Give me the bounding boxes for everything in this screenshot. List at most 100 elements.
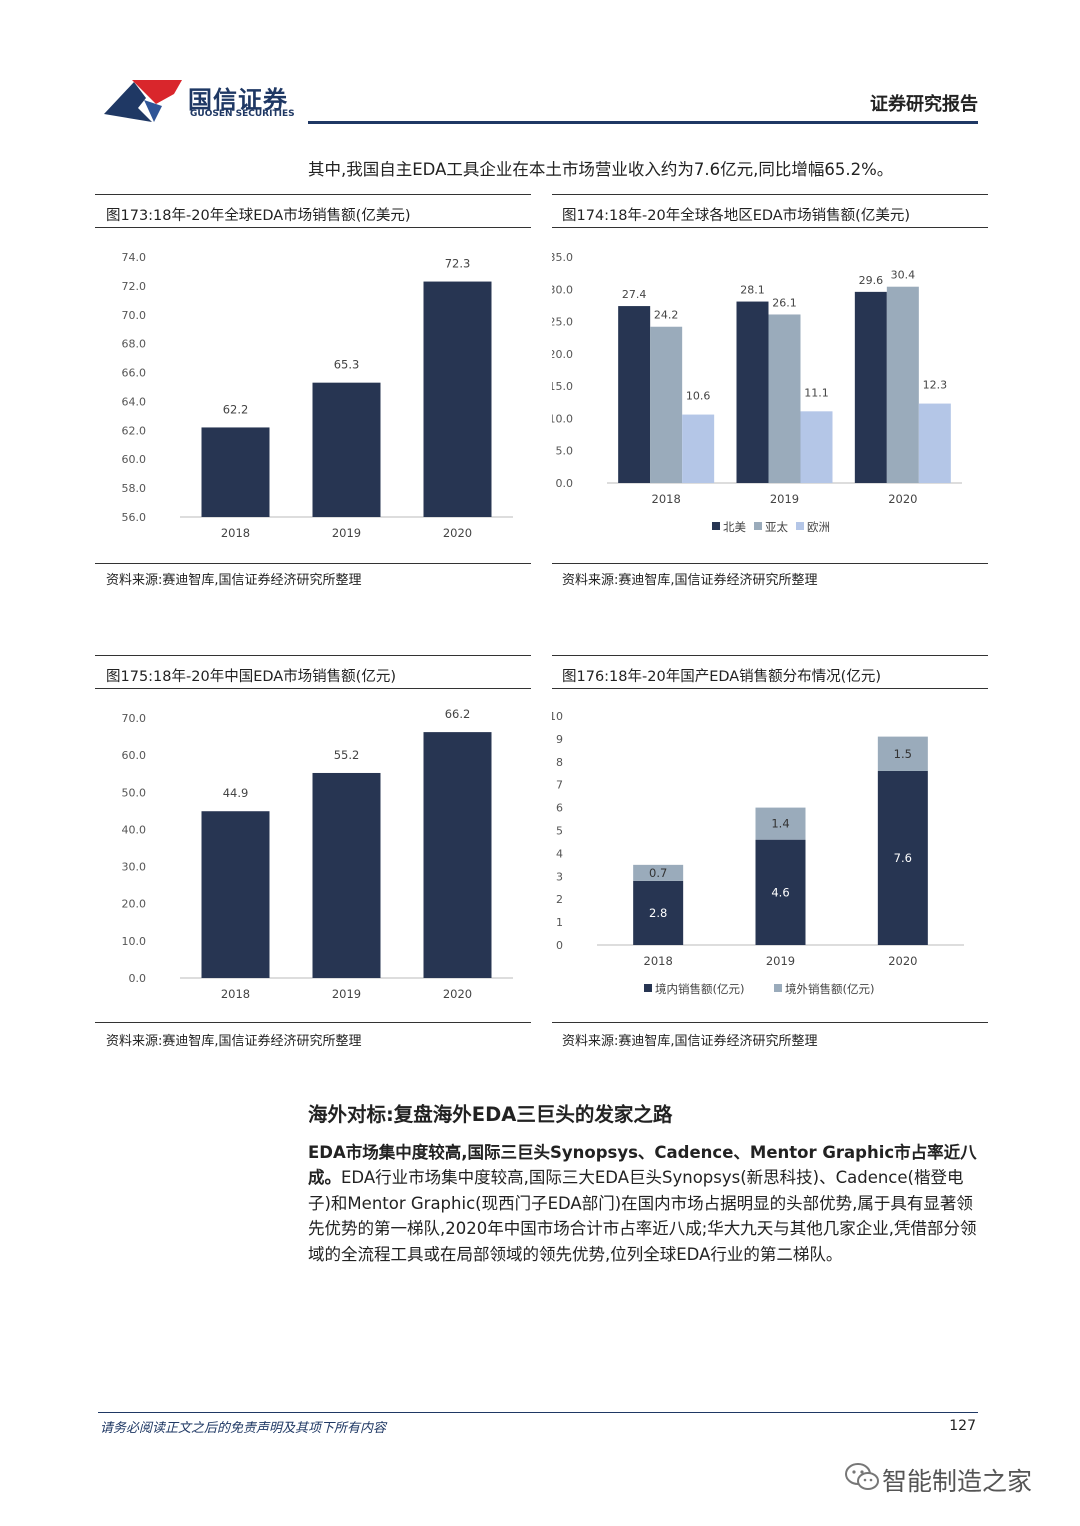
figure-175-source: 资料来源:赛迪智库,国信证券经济研究所整理 xyxy=(106,1034,362,1049)
section-heading: 海外对标:复盘海外EDA三巨头的发家之路 xyxy=(308,1103,673,1126)
bar xyxy=(650,326,683,483)
data-label: 55.2 xyxy=(334,748,360,762)
figure-174-source: 资料来源:赛迪智库,国信证券经济研究所整理 xyxy=(562,573,818,588)
y-tick-label: 5 xyxy=(556,825,563,838)
y-tick-label: 7 xyxy=(556,779,563,792)
y-tick-label: 25.0 xyxy=(552,316,573,329)
y-tick-label: 74.0 xyxy=(122,251,147,264)
paragraph-lead-bold: EDA市场集中度较高,国际三巨头Synopsys、Cadence、Mentor … xyxy=(308,1143,977,1188)
figure-bottom-rule xyxy=(552,563,988,564)
legend-swatch xyxy=(712,522,720,530)
bar xyxy=(201,811,270,978)
data-label: 2.8 xyxy=(649,906,667,920)
bar xyxy=(854,291,887,483)
figure-173-source: 资料来源:赛迪智库,国信证券经济研究所整理 xyxy=(106,573,362,588)
brand-subtitle: GUOSEN SECURITIES xyxy=(190,109,295,119)
wechat-icon xyxy=(845,1463,879,1490)
legend-label: 亚太 xyxy=(765,520,788,534)
y-tick-label: 64.0 xyxy=(122,395,147,408)
data-label: 28.1 xyxy=(740,284,765,297)
chart-174: 35.0 30.0 25.0 20.0 15.0 10.0 5.0 0.0 2018 2019 20… xyxy=(552,251,962,534)
figure-bottom-rule xyxy=(95,563,531,564)
x-tick-label: 2019 xyxy=(332,526,361,540)
figure-top-rule xyxy=(552,194,988,195)
bar xyxy=(423,281,492,517)
bar xyxy=(877,770,928,945)
data-label: 4.6 xyxy=(771,885,789,899)
y-tick-label: 30.0 xyxy=(122,861,147,874)
y-tick-label: 0.0 xyxy=(129,972,147,985)
figure-title-rule xyxy=(552,227,988,228)
bar xyxy=(800,411,833,483)
bar xyxy=(755,839,806,945)
y-tick-label: 1 xyxy=(556,916,563,929)
x-tick-label: 2018 xyxy=(644,954,673,968)
bar xyxy=(312,382,381,517)
y-tick-label: 72.0 xyxy=(122,280,147,293)
legend-label: 境外销售额(亿元) xyxy=(785,982,874,996)
data-label: 66.2 xyxy=(445,707,471,721)
y-tick-label: 60.0 xyxy=(122,749,147,762)
x-tick-label: 2020 xyxy=(443,526,472,540)
y-tick-label: 35.0 xyxy=(552,251,573,264)
legend-swatch xyxy=(644,984,652,992)
data-label: 26.1 xyxy=(772,296,797,309)
data-label: 29.6 xyxy=(859,274,884,287)
data-label: 30.4 xyxy=(891,269,916,282)
y-tick-label: 20.0 xyxy=(122,898,147,911)
figure-bottom-rule xyxy=(95,1022,531,1023)
data-label: 11.1 xyxy=(804,386,829,399)
figure-bottom-rule xyxy=(552,1022,988,1023)
y-tick-label: 2 xyxy=(556,893,563,906)
legend-label: 境内销售额(亿元) xyxy=(655,982,744,996)
report-type-label: 证券研究报告 xyxy=(870,94,978,115)
header-divider xyxy=(308,121,978,124)
data-label: 44.9 xyxy=(223,786,249,800)
figure-title-rule xyxy=(95,688,531,689)
legend-label: 北美 xyxy=(723,520,746,534)
y-tick-label: 15.0 xyxy=(552,380,573,393)
legend-swatch xyxy=(796,522,804,530)
data-label: 1.4 xyxy=(771,817,789,831)
figure-176-title: 图176:18年-20年国产EDA销售额分布情况(亿元) xyxy=(562,669,881,685)
data-label: 24.2 xyxy=(654,309,679,322)
y-tick-label: 20.0 xyxy=(552,348,573,361)
brand-name: 国信证券 xyxy=(188,86,288,114)
y-tick-label: 4 xyxy=(556,847,563,860)
legend-label: 欧洲 xyxy=(807,520,830,534)
y-tick-label: 10.0 xyxy=(122,935,147,948)
x-tick-label: 2020 xyxy=(888,492,917,506)
data-label: 7.6 xyxy=(894,851,912,865)
paragraph-body: EDA行业市场集中度较高,国际三大EDA巨头Synopsys(新思科技)、Cad… xyxy=(308,1168,977,1264)
y-tick-label: 66.0 xyxy=(122,367,147,380)
bar xyxy=(877,736,928,771)
y-tick-label: 50.0 xyxy=(122,786,147,799)
x-tick-label: 2020 xyxy=(888,954,917,968)
section-paragraph: EDA市场集中度较高,国际三巨头Synopsys、Cadence、Mentor … xyxy=(308,1140,984,1267)
y-tick-label: 60.0 xyxy=(122,453,147,466)
data-label: 1.5 xyxy=(894,747,912,761)
x-tick-label: 2020 xyxy=(443,987,472,1001)
bar xyxy=(312,772,381,978)
bar xyxy=(886,286,919,483)
legend-swatch xyxy=(754,522,762,530)
y-tick-label: 62.0 xyxy=(122,424,147,437)
x-tick-label: 2018 xyxy=(221,526,250,540)
x-tick-label: 2019 xyxy=(332,987,361,1001)
y-tick-label: 58.0 xyxy=(122,482,147,495)
footer-disclaimer: 请务必阅读正文之后的免责声明及其项下所有内容 xyxy=(100,1421,387,1436)
y-tick-label: 9 xyxy=(556,733,563,746)
y-tick-label: 70.0 xyxy=(122,712,147,725)
chart-173: 74.0 72.0 70.0 68.0 66.0 64.0 62.0 60.0 58.0 56.0… xyxy=(122,251,513,540)
figure-176-source: 资料来源:赛迪智库,国信证券经济研究所整理 xyxy=(562,1034,818,1049)
y-tick-label: 6 xyxy=(556,802,563,815)
figure-top-rule xyxy=(95,655,531,656)
data-label: 10.6 xyxy=(686,390,711,403)
y-tick-label: 30.0 xyxy=(552,283,573,296)
x-tick-label: 2019 xyxy=(766,954,795,968)
data-label: 12.3 xyxy=(923,379,948,392)
y-tick-label: 0.0 xyxy=(556,477,574,490)
y-tick-label: 10 xyxy=(552,710,563,723)
y-tick-label: 70.0 xyxy=(122,309,147,322)
